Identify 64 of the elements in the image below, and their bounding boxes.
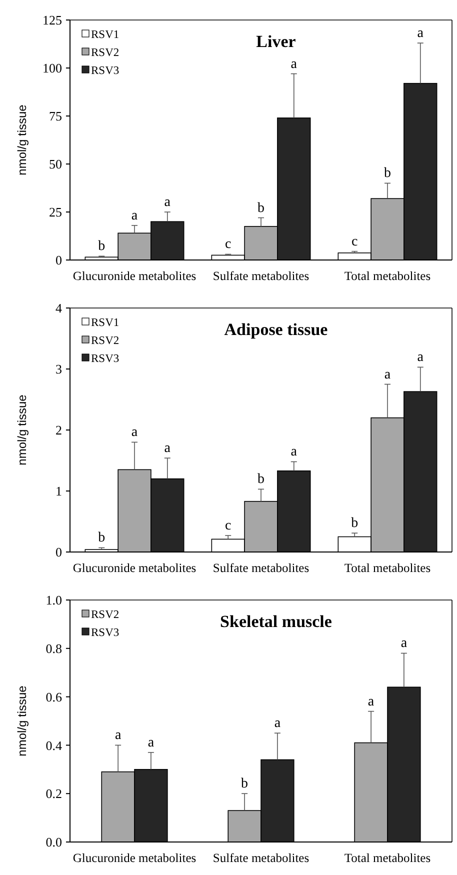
annotation: c — [225, 518, 232, 534]
legend-label: RSV1 — [91, 317, 120, 330]
legend-label: RSV3 — [91, 627, 120, 640]
y-axis-title: nmol/g tissue — [15, 685, 29, 756]
annotation: b — [351, 516, 358, 532]
annotation: a — [274, 716, 282, 732]
annotation: a — [417, 26, 424, 42]
annotation: a — [164, 195, 172, 210]
x-tick-label: Total metabolites — [344, 561, 431, 575]
y-tick-label: 50 — [49, 156, 62, 172]
y-tick-label: 0.6 — [46, 689, 62, 704]
annotation: b — [98, 239, 106, 254]
y-tick-label: 25 — [49, 204, 62, 220]
text: Skeletal muscle — [220, 612, 332, 631]
x-tick-label: Sulfate metabolites — [212, 269, 310, 283]
x-tick-label: Glucuronide metabolites — [72, 851, 196, 865]
x-tick-label: Total metabolites — [344, 851, 431, 865]
y-tick-label: 125 — [42, 12, 62, 28]
legend-label: RSV3 — [91, 353, 120, 366]
annotation: c — [351, 234, 358, 250]
y-tick-label: 0.0 — [46, 834, 62, 850]
annotation: a — [131, 425, 138, 440]
text: Liver — [256, 32, 296, 51]
y-tick-label: 3 — [56, 362, 62, 377]
y-tick-label: 1.0 — [46, 592, 62, 608]
y-tick-label: 4 — [56, 300, 62, 316]
annotation: a — [384, 367, 392, 382]
annotation: a — [368, 694, 375, 710]
legend-label: RSV2 — [91, 47, 120, 60]
y-tick-label: 0.8 — [46, 640, 62, 656]
y-tick-label: 2 — [56, 422, 62, 438]
annotation: a — [164, 441, 172, 456]
y-tick-label: 100 — [42, 60, 62, 76]
annotation: a — [148, 735, 155, 750]
annotation: c — [225, 237, 232, 252]
legend-label: RSV1 — [91, 29, 120, 42]
y-tick-label: 0.2 — [46, 786, 62, 802]
annotation: a — [417, 350, 424, 366]
x-tick-label: Sulfate metabolites — [212, 561, 310, 575]
annotation: b — [241, 776, 248, 792]
annotation: b — [258, 472, 264, 488]
y-tick-label: 75 — [49, 108, 62, 124]
annotation: a — [114, 728, 122, 744]
y-tick-label: 0.4 — [46, 738, 62, 753]
annotation: b — [384, 166, 391, 182]
annotation: a — [290, 56, 298, 72]
y-tick-label: 0 — [56, 252, 62, 268]
legend-label: RSV2 — [91, 609, 120, 622]
annotation: a — [290, 444, 298, 460]
x-tick-label: Glucuronide metabolites — [72, 269, 196, 283]
y-axis-title: nmol/g tissue — [15, 104, 29, 176]
annotation: a — [400, 636, 408, 652]
y-tick-label: 1 — [56, 484, 62, 499]
annotation: b — [98, 530, 106, 546]
legend-label: RSV3 — [91, 65, 120, 78]
annotation: a — [131, 208, 138, 224]
y-axis-title: nmol/g tissue — [15, 394, 29, 466]
x-tick-label: Total metabolites — [344, 269, 431, 283]
legend-label: RSV2 — [91, 335, 120, 348]
y-tick-label: 0 — [56, 544, 62, 560]
x-tick-label: Sulfate metabolites — [212, 851, 310, 865]
x-tick-label: Glucuronide metabolites — [72, 561, 196, 575]
annotation: b — [258, 200, 264, 216]
text: Adipose tissue — [224, 320, 328, 339]
